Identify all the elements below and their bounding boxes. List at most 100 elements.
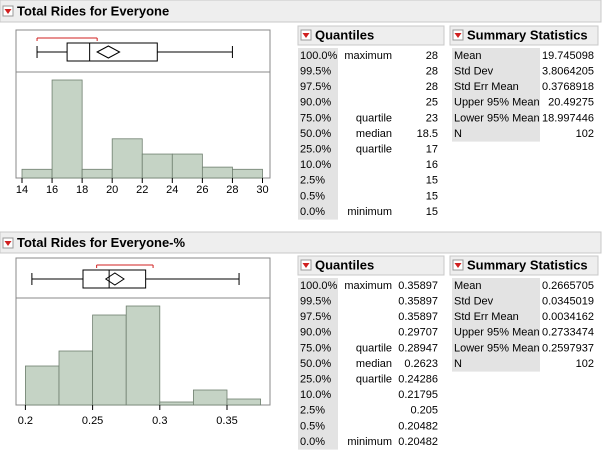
summary-header (449, 255, 599, 276)
x-tick-label: 0.3 (152, 415, 167, 427)
quantile-pct: 50.0% (300, 358, 331, 370)
quantile-pct: 0.0% (300, 206, 325, 218)
box (82, 269, 147, 289)
quantile-pct: 0.0% (300, 436, 325, 448)
summary-value: 18.997446 (542, 112, 594, 124)
quantile-value: 16 (426, 159, 438, 171)
quantile-pct: 25.0% (300, 144, 331, 156)
summary-label: Mean (454, 50, 482, 62)
quantile-label: quartile (356, 144, 392, 156)
quantile-pct: 25.0% (300, 374, 331, 386)
quantile-value: 0.24286 (398, 374, 438, 386)
summary-label: Std Dev (454, 66, 494, 78)
mean-diamond (104, 272, 125, 286)
histogram-bar (111, 138, 143, 179)
quantile-pct: 90.0% (300, 327, 331, 339)
quantile-value: 15 (426, 175, 438, 187)
histogram-bar (51, 79, 83, 179)
quantile-label: maximum (344, 50, 392, 62)
summary-label: Mean (454, 280, 482, 292)
disclosure-icon[interactable] (4, 9, 12, 14)
summary-value: 3.8064205 (542, 66, 594, 78)
quantile-value: 15 (426, 206, 438, 218)
quantile-pct: 100.0% (300, 280, 338, 292)
quantiles-header (297, 255, 445, 276)
quantile-pct: 0.5% (300, 190, 325, 202)
histogram-bar (21, 168, 53, 179)
summary-value: 19.745098 (542, 50, 594, 62)
histogram-bar (92, 314, 127, 406)
quantile-label: minimum (347, 206, 392, 218)
x-tick-label: 22 (136, 184, 148, 196)
summary-label: Std Dev (454, 296, 494, 308)
x-tick-label: 30 (256, 184, 268, 196)
summary-label-column (452, 48, 540, 142)
disclosure-icon[interactable] (302, 263, 310, 268)
summary-title: Summary Statistics (467, 257, 588, 272)
quantile-pct: 75.0% (300, 112, 331, 124)
panel-header (0, 231, 602, 254)
quantile-pct: 97.5% (300, 81, 331, 93)
quantile-value: 15 (426, 190, 438, 202)
quantile-value: 23 (426, 112, 438, 124)
quantile-value: 28 (426, 50, 438, 62)
summary-value: 0.2665705 (542, 280, 594, 292)
quantile-label: quartile (356, 342, 392, 354)
x-tick-label: 0.35 (216, 415, 237, 427)
quantile-pct: 0.5% (300, 420, 325, 432)
summary-label-column (452, 278, 540, 372)
x-tick-label: 28 (226, 184, 238, 196)
summary-label: N (454, 358, 462, 370)
x-tick-label: 24 (166, 184, 178, 196)
summary-value: 20.49275 (548, 97, 594, 109)
quantile-label: quartile (356, 112, 392, 124)
x-tick-label: 0.2 (18, 415, 33, 427)
x-tick-label: 18 (76, 184, 88, 196)
panel-title: Total Rides for Everyone-% (17, 235, 186, 250)
summary-value: 0.2597937 (542, 342, 594, 354)
pct-column (298, 48, 338, 220)
quantiles-title: Quantiles (315, 27, 374, 42)
quantile-label: median (356, 128, 392, 140)
mean-diamond (96, 45, 121, 59)
summary-label: N (454, 128, 462, 140)
quantile-label: quartile (356, 374, 392, 386)
quantile-pct: 10.0% (300, 159, 331, 171)
histogram-bar (58, 350, 94, 406)
summary-value: 0.0034162 (542, 311, 594, 323)
histogram-bar (226, 398, 261, 406)
histogram-bar (125, 305, 161, 406)
summary-value: 102 (576, 128, 594, 140)
quantile-value: 0.35897 (398, 280, 438, 292)
quantile-value: 28 (426, 66, 438, 78)
x-tick-label: 26 (196, 184, 208, 196)
summary-value: 0.2733474 (542, 327, 594, 339)
summary-label: Upper 95% Mean (454, 327, 540, 339)
quantile-value: 0.205 (410, 405, 438, 417)
summary-header (449, 25, 599, 46)
quantile-label: maximum (344, 280, 392, 292)
summary-label: Lower 95% Mean (454, 112, 540, 124)
summary-title: Summary Statistics (467, 27, 588, 42)
disclosure-icon[interactable] (302, 33, 310, 38)
quantile-pct: 99.5% (300, 296, 331, 308)
quantile-pct: 2.5% (300, 405, 325, 417)
quantile-value: 0.20482 (398, 420, 438, 432)
panel-header (0, 0, 602, 23)
quantile-value: 0.2623 (404, 358, 438, 370)
x-tick-label: 14 (16, 184, 28, 196)
disclosure-icon[interactable] (454, 33, 462, 38)
quantile-value: 0.35897 (398, 296, 438, 308)
quantile-value: 0.21795 (398, 389, 438, 401)
quantiles-header (297, 25, 445, 46)
disclosure-icon[interactable] (4, 241, 12, 246)
summary-label: Std Err Mean (454, 311, 519, 323)
histogram-bar (232, 168, 263, 179)
quantile-value: 25 (426, 97, 438, 109)
quantile-pct: 100.0% (300, 50, 338, 62)
quantile-pct: 90.0% (300, 97, 331, 109)
quantile-value: 18.5 (417, 128, 438, 140)
disclosure-icon[interactable] (454, 263, 462, 268)
quantile-pct: 99.5% (300, 66, 331, 78)
